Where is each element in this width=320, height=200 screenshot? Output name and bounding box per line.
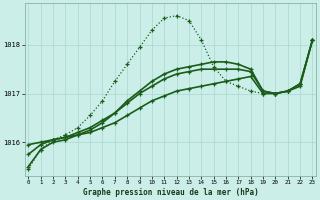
X-axis label: Graphe pression niveau de la mer (hPa): Graphe pression niveau de la mer (hPa)	[83, 188, 258, 197]
